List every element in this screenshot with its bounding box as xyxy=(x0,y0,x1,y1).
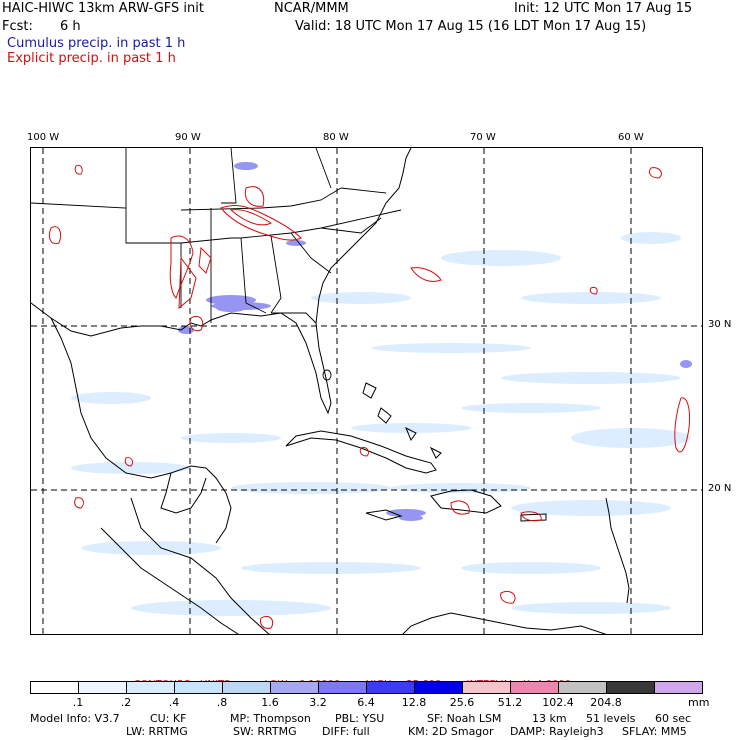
model-title: HAIC-HIWC 13km ARW-GFS init xyxy=(2,1,204,16)
explicit-legend-label: Explicit precip. in past 1 h xyxy=(7,51,176,66)
state-borders xyxy=(31,148,402,324)
lat-label-30n: 30 N xyxy=(708,319,732,330)
legend-label: .2 xyxy=(120,696,132,709)
precip-map xyxy=(30,147,703,635)
km-info: KM: 2D Smagor xyxy=(408,725,494,738)
damp-info: DAMP: Rayleigh3 xyxy=(510,725,604,738)
legend-swatch-3 xyxy=(175,682,223,693)
legend-label: 204.8 xyxy=(590,696,622,709)
cu-info: CU: KF xyxy=(150,712,187,725)
legend-swatch-9 xyxy=(463,682,511,693)
sflay-info: SFLAY: MM5 xyxy=(622,725,687,738)
levels-info: 51 levels xyxy=(586,712,636,725)
legend-label: .8 xyxy=(216,696,228,709)
map-canvas xyxy=(31,148,702,634)
lon-label-60w: 60 W xyxy=(618,132,644,143)
legend-label: 25.6 xyxy=(449,696,475,709)
legend-label: .1 xyxy=(72,696,84,709)
precip-color-legend xyxy=(30,681,703,694)
timestep-info: 60 sec xyxy=(655,712,692,725)
coastlines xyxy=(31,148,630,634)
legend-swatch-10 xyxy=(511,682,559,693)
lw-info: LW: RRTMG xyxy=(126,725,188,738)
legend-swatch-1 xyxy=(79,682,127,693)
legend-swatch-6 xyxy=(319,682,367,693)
resolution-info: 13 km xyxy=(532,712,567,725)
lake-icon xyxy=(322,369,332,381)
lon-label-80w: 80 W xyxy=(323,132,349,143)
lon-label-100w: 100 W xyxy=(27,132,60,143)
legend-swatch-4 xyxy=(223,682,271,693)
legend-swatch-0 xyxy=(31,682,79,693)
legend-swatch-13 xyxy=(655,682,702,693)
sw-info: SW: RRTMG xyxy=(233,725,297,738)
fcst-label: Fcst: xyxy=(2,19,33,34)
legend-label: 6.4 xyxy=(357,696,375,709)
center-label: NCAR/MMM xyxy=(274,1,349,16)
pbl-info: PBL: YSU xyxy=(335,712,385,725)
cumulus-precip-moderate xyxy=(178,162,692,521)
sf-info: SF: Noah LSM xyxy=(427,712,502,725)
legend-swatch-11 xyxy=(559,682,607,693)
legend-swatch-5 xyxy=(271,682,319,693)
diff-info: DIFF: full xyxy=(322,725,370,738)
cumulus-precip-field xyxy=(71,232,691,616)
lat-lon-grid xyxy=(31,148,702,634)
valid-time: Valid: 18 UTC Mon 17 Aug 15 (16 LDT Mon … xyxy=(295,19,647,34)
legend-label: .4 xyxy=(168,696,180,709)
lon-label-90w: 90 W xyxy=(175,132,201,143)
legend-swatch-12 xyxy=(607,682,655,693)
lon-label-70w: 70 W xyxy=(470,132,496,143)
legend-swatch-2 xyxy=(127,682,175,693)
legend-swatch-7 xyxy=(367,682,415,693)
legend-label: 51.2 xyxy=(497,696,523,709)
legend-label: 1.6 xyxy=(261,696,279,709)
init-time: Init: 12 UTC Mon 17 Aug 15 xyxy=(514,1,693,16)
cumulus-legend-label: Cumulus precip. in past 1 h xyxy=(7,36,186,51)
fcst-value: 6 h xyxy=(60,19,81,34)
legend-label: 12.8 xyxy=(401,696,427,709)
explicit-precip-contours xyxy=(48,164,690,629)
legend-unit: mm xyxy=(688,696,710,709)
mp-info: MP: Thompson xyxy=(230,712,311,725)
legend-label: 3.2 xyxy=(309,696,327,709)
lat-label-20n: 20 N xyxy=(708,483,732,494)
legend-label: 102.4 xyxy=(542,696,574,709)
model-info: Model Info: V3.7 xyxy=(30,712,120,725)
legend-swatch-8 xyxy=(415,682,463,693)
